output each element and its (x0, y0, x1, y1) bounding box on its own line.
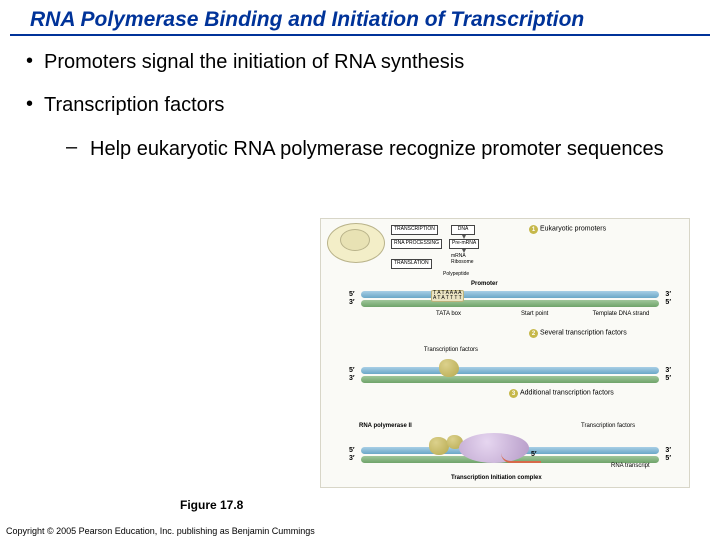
step-1-text: Eukaryotic promoters (540, 226, 606, 233)
dna-strand-top (361, 367, 659, 374)
three-prime-2a: 3′ (349, 375, 355, 382)
flow-ribosome: Ribosome (449, 259, 476, 267)
figure-17-8: TRANSCRIPTION DNA RNA PROCESSING Pre-mRN… (320, 218, 690, 488)
sub-dash: – (66, 136, 90, 162)
polII-label: RNA polymerase II (359, 423, 412, 430)
bullet-1-text: Promoters signal the initiation of RNA s… (44, 50, 464, 75)
copyright-text: Copyright © 2005 Pearson Education, Inc.… (6, 526, 315, 536)
step-3: 3Additional transcription factors (509, 389, 649, 398)
tf-blob-icon (429, 437, 449, 455)
nucleus-icon (340, 229, 370, 251)
rna-transcript-label: RNA transcript (611, 463, 650, 470)
bullet-marker: • (26, 93, 44, 118)
flow-processing: RNA PROCESSING (391, 239, 442, 249)
sub-bullet-1: – Help eukaryotic RNA polymerase recogni… (66, 136, 694, 162)
three-prime-3b: 3′ (665, 447, 671, 454)
step-3-circle: 3 (509, 389, 518, 398)
three-prime-2b: 3′ (665, 367, 671, 374)
step-3-text: Additional transcription factors (520, 390, 614, 397)
step-1-circle: 1 (529, 225, 538, 234)
tf-label: Transcription factors (421, 347, 481, 354)
tf-blob-icon (439, 359, 459, 377)
bullet-2: • Transcription factors (26, 93, 694, 118)
tata-box-label: TATA box (436, 311, 461, 318)
dna-track-1 (361, 291, 659, 307)
step-1: 1Eukaryotic promoters (529, 225, 606, 234)
flow-dna: DNA (451, 225, 475, 235)
content-area: • Promoters signal the initiation of RNA… (0, 36, 720, 162)
five-prime-3b: 5′ (665, 455, 671, 462)
tf2-label: Transcription factors (581, 423, 635, 430)
dna-strand-bottom (361, 300, 659, 307)
sub-bullet-1-text: Help eukaryotic RNA polymerase recognize… (90, 136, 664, 162)
flow-translation: TRANSLATION (391, 259, 432, 269)
five-prime-3a: 5′ (349, 447, 355, 454)
bullet-1: • Promoters signal the initiation of RNA… (26, 50, 694, 75)
template-label: Template DNA strand (591, 311, 651, 318)
three-prime-3a: 3′ (349, 455, 355, 462)
step-2-circle: 2 (529, 329, 538, 338)
cell-icon (327, 223, 385, 263)
five-prime-2a: 5′ (349, 367, 355, 374)
step-2: 2Several transcription factors (529, 329, 649, 338)
figure-caption: Figure 17.8 (180, 498, 243, 512)
five-prime-1b: 5′ (665, 299, 671, 306)
dna-strand-top (361, 291, 659, 298)
bullet-2-text: Transcription factors (44, 93, 224, 118)
slide-title: RNA Polymerase Binding and Initiation of… (10, 0, 710, 36)
tata-bot: A T A T T T T (433, 296, 462, 301)
flow-premrna: Pre-mRNA (449, 239, 479, 249)
five-prime-1a: 5′ (349, 291, 355, 298)
three-prime-1a: 3′ (349, 299, 355, 306)
dna-track-2 (361, 367, 659, 383)
complex-label: Transcription Initiation complex (451, 475, 542, 482)
promoter-label: Promoter (471, 281, 498, 288)
dna-strand-bottom (361, 376, 659, 383)
flow-poly: Polypeptide (441, 271, 471, 279)
step-2-text: Several transcription factors (540, 330, 627, 337)
tata-seq: T A T A A A A A T A T T T T (431, 290, 464, 302)
three-prime-1b: 3′ (665, 291, 671, 298)
bullet-marker: • (26, 50, 44, 75)
five-prime-2b: 5′ (665, 375, 671, 382)
start-point-label: Start point (521, 311, 548, 318)
flow-transcription: TRANSCRIPTION (391, 225, 438, 235)
rna-strand-icon (501, 453, 541, 463)
